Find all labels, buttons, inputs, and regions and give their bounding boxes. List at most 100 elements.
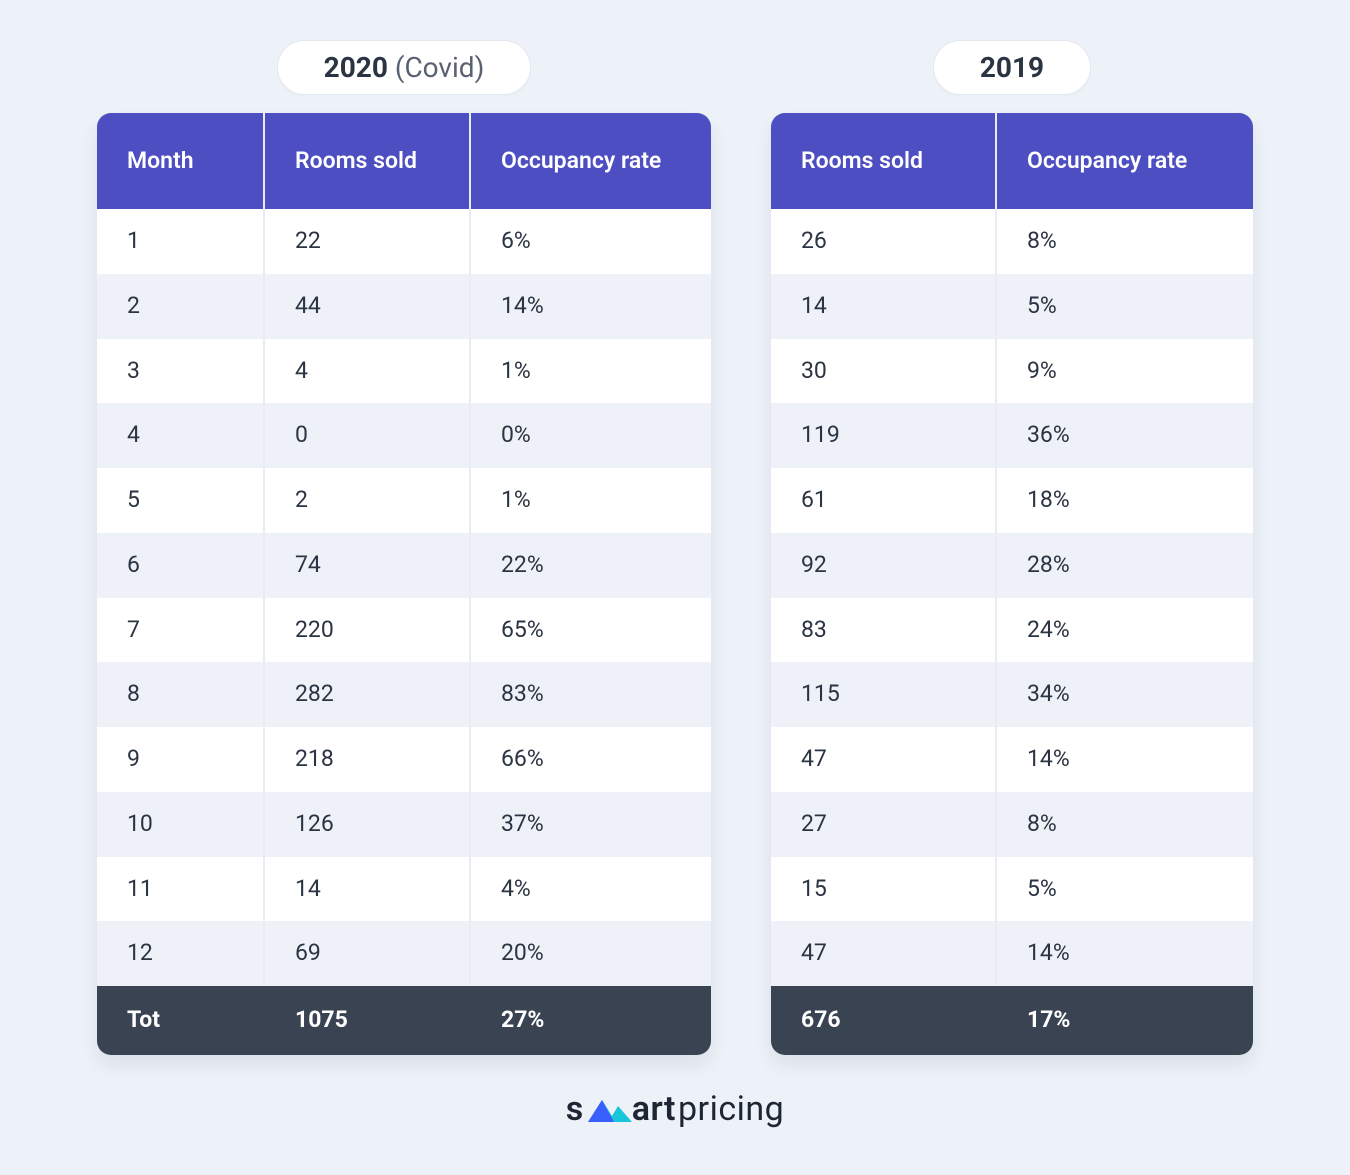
- cell-rooms: 47: [771, 727, 997, 792]
- cell-month: 7: [97, 598, 265, 663]
- col-occupancy: Occupancy rate: [471, 113, 711, 209]
- table-header: Rooms sold Occupancy rate: [771, 113, 1253, 209]
- cell-occupancy: 65%: [471, 598, 711, 663]
- year-pill-2020: 2020 (Covid): [277, 40, 532, 95]
- cell-rooms: 26: [771, 209, 997, 274]
- table-body: 1226%24414%341%400%521%67422%722065%8282…: [97, 209, 711, 986]
- year-label: 2019: [980, 51, 1044, 84]
- tables-container: 2020 (Covid) Month Rooms sold Occupancy …: [0, 40, 1350, 1055]
- cell-occupancy: 66%: [471, 727, 711, 792]
- table-row: 11534%: [771, 662, 1253, 727]
- cell-rooms: 0: [265, 403, 471, 468]
- cell-occupancy: 18%: [997, 468, 1253, 533]
- table-body: 268%145%309%11936%6118%9228%8324%11534%4…: [771, 209, 1253, 986]
- table-row: 11144%: [97, 857, 711, 922]
- cell-month: 6: [97, 533, 265, 598]
- cell-rooms: 15: [771, 857, 997, 922]
- table-row: 11936%: [771, 403, 1253, 468]
- cell-month: 11: [97, 857, 265, 922]
- cell-occupancy: 5%: [997, 274, 1253, 339]
- cell-occupancy: 22%: [471, 533, 711, 598]
- cell-month: 3: [97, 339, 265, 404]
- year-pill-2019: 2019: [933, 40, 1091, 95]
- table-row: 341%: [97, 339, 711, 404]
- cell-rooms: 92: [771, 533, 997, 598]
- cell-occupancy: 5%: [997, 857, 1253, 922]
- cell-rooms: 14: [771, 274, 997, 339]
- table-footer: Tot 1075 27%: [97, 986, 711, 1055]
- cell-rooms: 218: [265, 727, 471, 792]
- table-row: 67422%: [97, 533, 711, 598]
- column-2020: 2020 (Covid) Month Rooms sold Occupancy …: [97, 40, 711, 1055]
- table-row: 921866%: [97, 727, 711, 792]
- cell-occupancy: 14%: [997, 921, 1253, 986]
- cell-rooms: 220: [265, 598, 471, 663]
- cell-month: 5: [97, 468, 265, 533]
- cell-rooms: 69: [265, 921, 471, 986]
- cell-rooms: 119: [771, 403, 997, 468]
- cell-occupancy: 6%: [471, 209, 711, 274]
- logo-suffix-bold: art: [632, 1089, 676, 1129]
- table-row: 1226%: [97, 209, 711, 274]
- cell-rooms: 30: [771, 339, 997, 404]
- cell-month: 8: [97, 662, 265, 727]
- smartpricing-logo: s artpricing: [566, 1089, 785, 1129]
- table-row: 155%: [771, 857, 1253, 922]
- table-row: 9228%: [771, 533, 1253, 598]
- year-label: 2020: [324, 51, 388, 84]
- cell-occupancy: 34%: [997, 662, 1253, 727]
- cell-rooms: 115: [771, 662, 997, 727]
- cell-rooms: 74: [265, 533, 471, 598]
- cell-occupancy: 83%: [471, 662, 711, 727]
- cell-month: 10: [97, 792, 265, 857]
- mountain-icon: [588, 1096, 632, 1122]
- cell-month: 9: [97, 727, 265, 792]
- logo-prefix: s: [566, 1089, 584, 1129]
- table-2019: Rooms sold Occupancy rate 268%145%309%11…: [771, 113, 1253, 1055]
- table-row: 521%: [97, 468, 711, 533]
- cell-occupancy: 9%: [997, 339, 1253, 404]
- total-occ: 27%: [471, 986, 711, 1055]
- cell-occupancy: 24%: [997, 598, 1253, 663]
- cell-month: 2: [97, 274, 265, 339]
- cell-rooms: 83: [771, 598, 997, 663]
- col-rooms-sold: Rooms sold: [265, 113, 471, 209]
- table-header: Month Rooms sold Occupancy rate: [97, 113, 711, 209]
- table-row: 400%: [97, 403, 711, 468]
- cell-rooms: 22: [265, 209, 471, 274]
- cell-rooms: 2: [265, 468, 471, 533]
- cell-month: 12: [97, 921, 265, 986]
- cell-rooms: 44: [265, 274, 471, 339]
- cell-rooms: 4: [265, 339, 471, 404]
- logo-suffix-thin: pricing: [678, 1089, 784, 1129]
- year-sublabel: (Covid): [395, 51, 484, 84]
- total-rooms: 676: [771, 986, 997, 1055]
- col-month: Month: [97, 113, 265, 209]
- table-row: 4714%: [771, 727, 1253, 792]
- table-row: 722065%: [97, 598, 711, 663]
- cell-occupancy: 37%: [471, 792, 711, 857]
- cell-month: 4: [97, 403, 265, 468]
- cell-rooms: 126: [265, 792, 471, 857]
- cell-occupancy: 14%: [997, 727, 1253, 792]
- cell-occupancy: 14%: [471, 274, 711, 339]
- column-2019: 2019 Rooms sold Occupancy rate 268%145%3…: [771, 40, 1253, 1055]
- table-row: 4714%: [771, 921, 1253, 986]
- total-label: Tot: [97, 986, 265, 1055]
- table-row: 828283%: [97, 662, 711, 727]
- cell-rooms: 282: [265, 662, 471, 727]
- table-row: 1012637%: [97, 792, 711, 857]
- cell-occupancy: 36%: [997, 403, 1253, 468]
- cell-rooms: 27: [771, 792, 997, 857]
- logo-row: s artpricing: [0, 1089, 1350, 1129]
- table-row: 145%: [771, 274, 1253, 339]
- cell-occupancy: 8%: [997, 209, 1253, 274]
- cell-occupancy: 20%: [471, 921, 711, 986]
- cell-occupancy: 8%: [997, 792, 1253, 857]
- table-row: 24414%: [97, 274, 711, 339]
- cell-occupancy: 4%: [471, 857, 711, 922]
- cell-occupancy: 1%: [471, 468, 711, 533]
- cell-month: 1: [97, 209, 265, 274]
- table-row: 126920%: [97, 921, 711, 986]
- table-2020: Month Rooms sold Occupancy rate 1226%244…: [97, 113, 711, 1055]
